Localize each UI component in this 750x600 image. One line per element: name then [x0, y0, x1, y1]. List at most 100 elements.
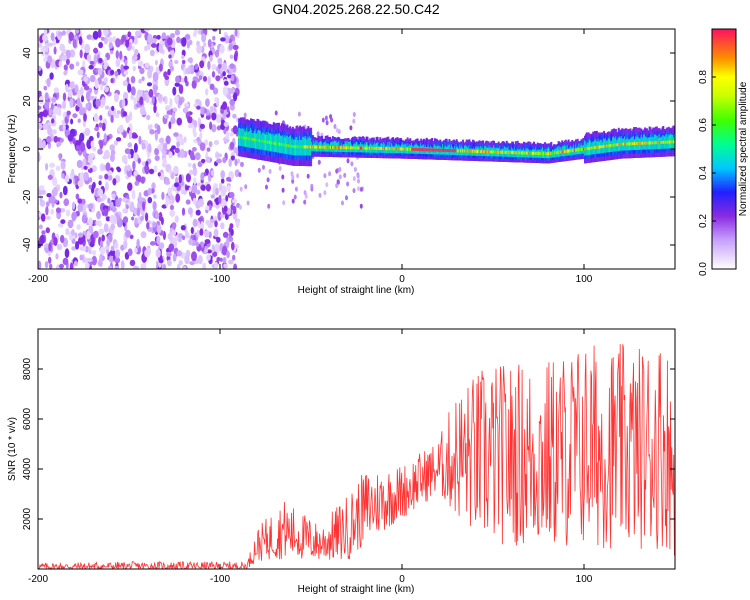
heatmap-cell: [323, 190, 327, 196]
heatmap-cell: [140, 263, 145, 269]
heatmap-cell: [88, 135, 94, 142]
heatmap-cell: [38, 152, 41, 162]
heatmap-cell: [179, 148, 185, 159]
heatmap-cell: [146, 82, 153, 87]
heatmap-cell: [188, 238, 194, 246]
heatmap-cell: [141, 110, 147, 115]
heatmap-cell: [47, 55, 53, 64]
heatmap-cell: [149, 129, 155, 135]
heatmap-cell: [199, 132, 203, 140]
heatmap-cell: [98, 122, 103, 128]
heatmap-cell: [232, 125, 239, 135]
heatmap-cell: [194, 63, 199, 70]
heatmap-cell: [227, 94, 232, 100]
heatmap-cell: [210, 194, 216, 199]
heatmap-cell: [156, 224, 162, 234]
heatmap-y-label: Frequency (Hz): [7, 115, 18, 184]
heatmap-cell: [198, 217, 203, 222]
heatmap-cell: [232, 254, 236, 261]
heatmap-cell: [199, 123, 205, 129]
heatmap-cell: [118, 197, 122, 202]
heatmap-cell: [188, 169, 194, 175]
heatmap-cell: [214, 49, 220, 58]
heatmap-cell: [153, 104, 157, 114]
snr-series-line: [38, 344, 675, 569]
heatmap-cell: [127, 142, 133, 148]
heatmap-cell: [72, 113, 78, 119]
heatmap-cell: [176, 117, 183, 126]
heatmap-cell: [131, 216, 135, 221]
heatmap-cell: [212, 29, 218, 32]
heatmap-cells: [38, 29, 675, 269]
heatmap-cell: [38, 96, 45, 105]
heatmap-cell: [47, 42, 54, 47]
heatmap-cell: [244, 184, 248, 190]
heatmap-cell: [266, 177, 270, 183]
heatmap-cell: [83, 76, 88, 82]
heatmap-cell: [41, 140, 46, 149]
heatmap-cell: [86, 53, 92, 63]
heatmap-cell: [134, 180, 140, 186]
heatmap-cell: [149, 241, 156, 246]
heatmap-cell: [147, 187, 152, 196]
heatmap-cell: [74, 232, 78, 239]
heatmap-cell: [38, 65, 42, 72]
heatmap-cell: [110, 245, 115, 252]
heatmap-cell: [101, 122, 106, 132]
heatmap-cell: [109, 153, 115, 162]
heatmap-cell: [316, 131, 320, 137]
heatmap-cell: [107, 197, 111, 204]
heatmap-cell: [349, 125, 353, 131]
heatmap-cell: [98, 175, 103, 180]
heatmap-cell: [151, 182, 156, 190]
heatmap-cell: [105, 216, 111, 222]
heatmap-cell: [132, 265, 139, 269]
heatmap-cell: [184, 34, 191, 40]
heatmap-cell: [184, 255, 190, 265]
snr-y-ticks: 2000 4000 6000 8000: [22, 357, 675, 530]
heatmap-cell: [104, 105, 110, 110]
heatmap-cell: [167, 37, 173, 46]
heatmap-cell: [99, 114, 103, 121]
heatmap-cell: [121, 98, 126, 108]
heatmap-cell: [40, 46, 46, 55]
heatmap-cell: [78, 36, 83, 46]
heatmap-cell: [296, 173, 300, 179]
heatmap-cell: [164, 75, 170, 81]
heatmap-cell: [177, 233, 184, 240]
heatmap-cell: [57, 107, 62, 117]
heatmap-cell: [335, 168, 339, 174]
heatmap-cell: [134, 48, 139, 56]
heatmap-cell: [45, 206, 49, 216]
heatmap-cell: [42, 123, 49, 130]
heatmap-cell: [223, 80, 229, 86]
heatmap-cell: [198, 75, 203, 81]
heatmap-cell: [195, 241, 200, 247]
heatmap-cell: [268, 168, 272, 174]
heatmap-cell: [178, 97, 183, 106]
heatmap-cell: [116, 137, 122, 142]
heatmap-cell: [87, 164, 91, 170]
heatmap-cell: [47, 174, 53, 180]
snr-frame: [37, 328, 676, 570]
heatmap-cell: [165, 135, 171, 145]
heatmap-cell: [151, 43, 157, 48]
heatmap-cell: [171, 230, 177, 236]
heatmap-cell: [104, 86, 109, 93]
heatmap-cell: [238, 204, 242, 210]
y-tick-label: 6000: [22, 407, 33, 430]
heatmap-cell: [137, 157, 141, 164]
heatmap-cell: [101, 196, 105, 202]
heatmap-cell: [104, 173, 109, 180]
heatmap-cell: [133, 35, 138, 45]
heatmap-cell: [211, 112, 217, 121]
heatmap-cell: [169, 65, 174, 72]
colorbar-ticks: 0.0 0.2 0.4 0.6 0.8: [698, 70, 716, 276]
heatmap-cell: [174, 182, 179, 188]
heatmap-cell: [148, 88, 154, 98]
heatmap-cell: [140, 231, 147, 239]
heatmap-cell: [196, 44, 203, 54]
heatmap-cell: [100, 36, 105, 41]
heatmap-cell: [100, 240, 104, 247]
heatmap-cell: [117, 125, 124, 134]
